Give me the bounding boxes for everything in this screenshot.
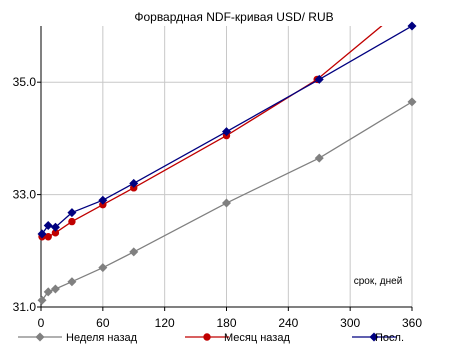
x-tick-label: 240 [278, 316, 298, 330]
data-point [407, 97, 417, 107]
x-tick-label: 0 [38, 316, 45, 330]
data-point [221, 127, 232, 137]
legend-label: Месяц назад [224, 332, 290, 344]
data-point [44, 233, 52, 241]
grid-layer [41, 26, 413, 307]
data-point [314, 74, 324, 84]
y-tick-label: 35.0 [13, 75, 37, 89]
legend-swatch-marker [369, 332, 379, 342]
legend-item: Неделя назад [18, 332, 138, 344]
data-point [50, 222, 60, 232]
data-point [129, 178, 139, 188]
y-tick-label: 33.0 [13, 188, 37, 202]
legend-label: Посл. [375, 332, 404, 344]
axis-annotation: срок, дней [354, 276, 403, 287]
x-tick-label: 360 [402, 316, 422, 330]
chart-title: Форвардная NDF-кривая USD/ RUB [134, 10, 333, 24]
x-tick-label: 60 [96, 316, 110, 330]
x-tick-label: 120 [155, 316, 175, 330]
y-tick-label: 31.0 [13, 300, 37, 314]
data-point [98, 263, 108, 273]
data-point [221, 198, 232, 208]
series-markers [37, 97, 417, 305]
data-point [50, 284, 60, 294]
axis-layer: 0 60 120 180 240 300 360 31.0 33.0 35.0 [13, 26, 422, 330]
data-point [129, 247, 139, 257]
data-point [43, 221, 53, 231]
x-tick-label: 300 [340, 316, 360, 330]
data-point [67, 277, 77, 287]
data-point [68, 217, 76, 226]
legend-label: Неделя назад [66, 332, 138, 344]
legend-item: Посл. [352, 332, 404, 344]
series-markers [37, 21, 417, 239]
legend-swatch-marker [35, 332, 45, 342]
data-point [67, 208, 77, 218]
data-point [37, 229, 47, 239]
legend: Неделя назад Месяц назад Посл. [18, 332, 404, 344]
data-point [98, 195, 108, 205]
data-point [37, 295, 47, 305]
data-point [407, 21, 417, 31]
legend-swatch-marker [203, 333, 211, 341]
data-point [314, 153, 324, 163]
data-point [43, 287, 53, 297]
series-layer [37, 21, 417, 305]
x-tick-label: 180 [216, 316, 236, 330]
legend-item: Месяц назад [185, 332, 290, 344]
